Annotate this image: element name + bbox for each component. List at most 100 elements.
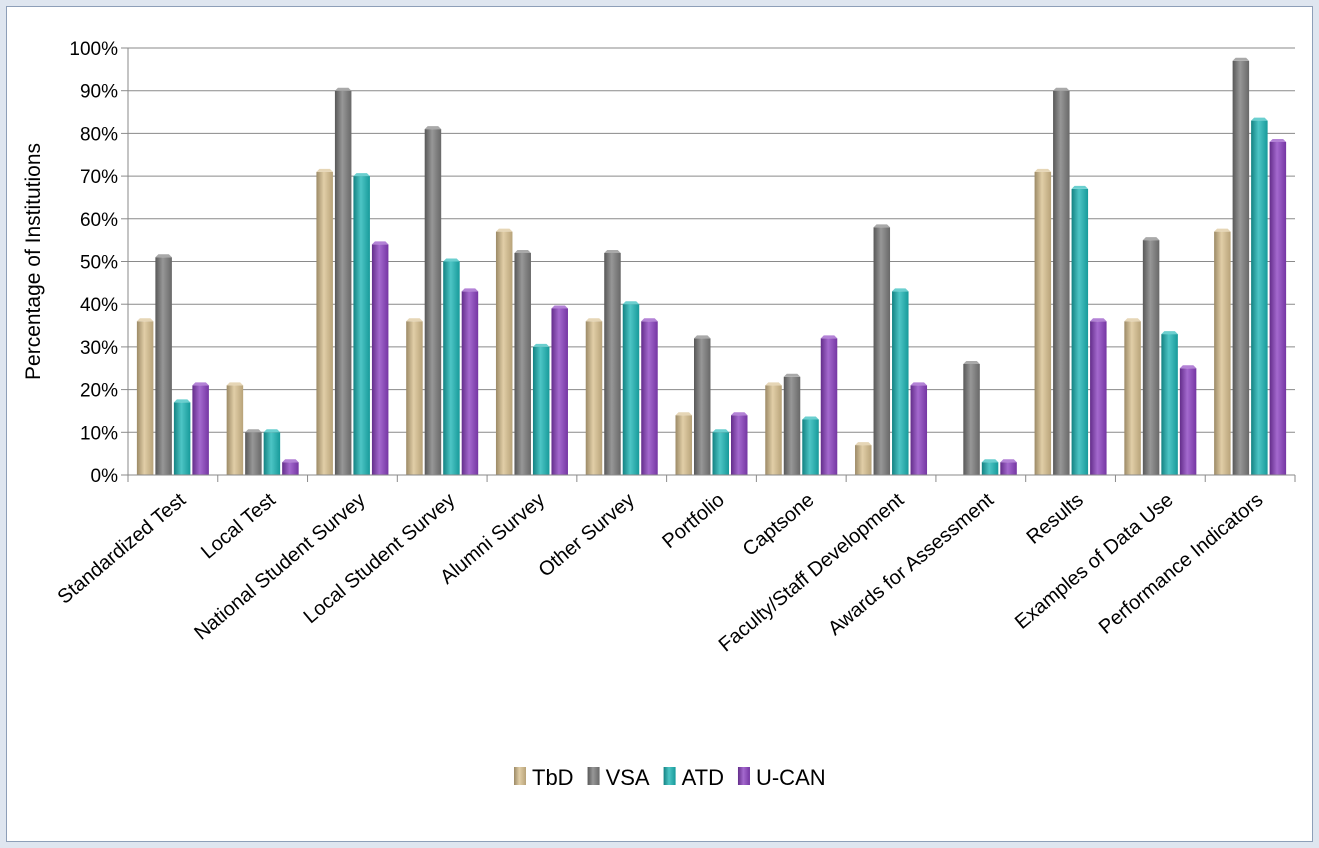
bar-u-can-11 xyxy=(1179,368,1197,475)
bar-cap xyxy=(371,241,389,245)
bar-cap xyxy=(461,288,479,292)
bar-cap xyxy=(641,318,658,322)
category-label: Captsone xyxy=(739,489,819,561)
y-tick-labels: 0% 10% 20% 30% 40% 50% 60% 70% 80% 90% 100% xyxy=(69,39,118,487)
bar-vsa-5 xyxy=(604,252,621,475)
bar-cap xyxy=(694,335,711,339)
bar-cap xyxy=(1000,459,1017,463)
y-tick-label: 0% xyxy=(91,466,119,487)
bar-tbd-8 xyxy=(855,445,872,475)
bar-cap xyxy=(1090,318,1107,322)
bar-vsa-11 xyxy=(1142,240,1160,475)
bar-u-can-8 xyxy=(910,385,928,475)
category-label: National Student Survey xyxy=(190,489,369,644)
bar-atd-11 xyxy=(1161,334,1178,475)
bar-cap xyxy=(192,382,209,386)
bar-cap xyxy=(622,301,640,305)
bar-tbd-12 xyxy=(1214,231,1231,475)
bar-cap xyxy=(551,305,568,309)
bar-vsa-4 xyxy=(514,252,531,475)
bar-cap xyxy=(514,249,531,253)
category-label: Other Survey xyxy=(535,489,639,582)
bar-atd-3 xyxy=(443,261,460,475)
bar-atd-8 xyxy=(892,291,909,475)
bar-cap xyxy=(1179,365,1197,369)
bar-cap xyxy=(765,382,782,386)
chart-frame: 0% 10% 20% 30% 40% 50% 60% 70% 80% 90% 100% Standa… xyxy=(6,6,1313,842)
category-label: Examples of Data Use xyxy=(1011,489,1178,634)
bar-cap xyxy=(963,360,980,364)
bar-u-can-1 xyxy=(282,462,299,475)
bar-cap xyxy=(495,228,513,232)
bar-u-can-12 xyxy=(1269,141,1287,475)
bars xyxy=(136,57,1287,476)
bar-cap xyxy=(1251,117,1268,121)
bar-u-can-9 xyxy=(1000,462,1017,475)
bar-u-can-7 xyxy=(820,338,838,475)
y-tick-label: 80% xyxy=(80,124,118,145)
bar-u-can-10 xyxy=(1090,321,1107,475)
bar-cap xyxy=(675,412,692,416)
bar-u-can-5 xyxy=(641,321,658,475)
bar-cap xyxy=(532,343,550,347)
gridlines xyxy=(128,47,1295,476)
y-tick-label: 20% xyxy=(80,381,118,402)
bar-cap xyxy=(443,258,460,262)
bar-cap xyxy=(424,126,442,130)
bar-atd-0 xyxy=(173,402,191,475)
legend-label: U-CAN xyxy=(756,765,826,790)
axes xyxy=(121,47,1296,482)
bar-cap xyxy=(353,173,370,177)
y-axis-title: Percentage of Institutions xyxy=(22,143,45,380)
bar-atd-6 xyxy=(712,432,729,475)
category-label: Faculty/Staff Development xyxy=(715,489,909,657)
legend-swatch xyxy=(514,767,526,785)
bar-tbd-5 xyxy=(585,321,603,475)
bar-cap xyxy=(155,254,172,258)
bar-cap xyxy=(1053,87,1070,91)
bar-tbd-1 xyxy=(226,385,244,475)
bar-u-can-2 xyxy=(371,244,389,475)
category-label: Standardized Test xyxy=(54,489,191,609)
category-label: Results xyxy=(1023,489,1088,549)
bar-cap xyxy=(1232,57,1250,61)
bar-atd-12 xyxy=(1251,120,1268,475)
y-tick-label: 40% xyxy=(80,295,118,316)
bar-u-can-3 xyxy=(461,291,479,475)
y-tick-label: 60% xyxy=(80,210,118,231)
y-tick-label: 70% xyxy=(80,167,118,188)
category-label: Local Test xyxy=(197,489,280,564)
bar-chart: 0% 10% 20% 30% 40% 50% 60% 70% 80% 90% 100% Standa… xyxy=(22,39,1296,790)
legend-label: TbD xyxy=(532,765,574,790)
legend-swatch xyxy=(663,767,676,785)
bar-u-can-0 xyxy=(192,385,209,475)
bar-vsa-7 xyxy=(783,376,801,475)
legend-label: VSA xyxy=(606,765,650,790)
bar-cap xyxy=(263,429,281,433)
bar-atd-1 xyxy=(263,432,281,475)
bar-cap xyxy=(783,373,801,377)
bar-cap xyxy=(136,318,154,322)
bar-tbd-2 xyxy=(316,171,333,475)
bar-cap xyxy=(1124,318,1141,322)
y-tick-label: 100% xyxy=(69,39,118,60)
bar-atd-7 xyxy=(802,419,819,475)
bar-vsa-9 xyxy=(963,363,980,475)
bar-cap xyxy=(892,288,909,292)
bar-atd-5 xyxy=(622,304,640,475)
bar-atd-2 xyxy=(353,176,370,475)
bar-cap xyxy=(712,429,729,433)
y-tick-label: 90% xyxy=(80,82,118,103)
bar-u-can-4 xyxy=(551,308,568,475)
bar-tbd-6 xyxy=(675,415,692,475)
bar-cap xyxy=(585,318,603,322)
bar-cap xyxy=(981,459,999,463)
bar-cap xyxy=(802,416,819,420)
bar-tbd-11 xyxy=(1124,321,1141,475)
y-tick-label: 30% xyxy=(80,338,118,359)
category-label: Local Student Survey xyxy=(300,489,460,628)
bar-atd-9 xyxy=(981,462,999,475)
bar-cap xyxy=(173,399,191,403)
bar-u-can-6 xyxy=(731,415,748,475)
